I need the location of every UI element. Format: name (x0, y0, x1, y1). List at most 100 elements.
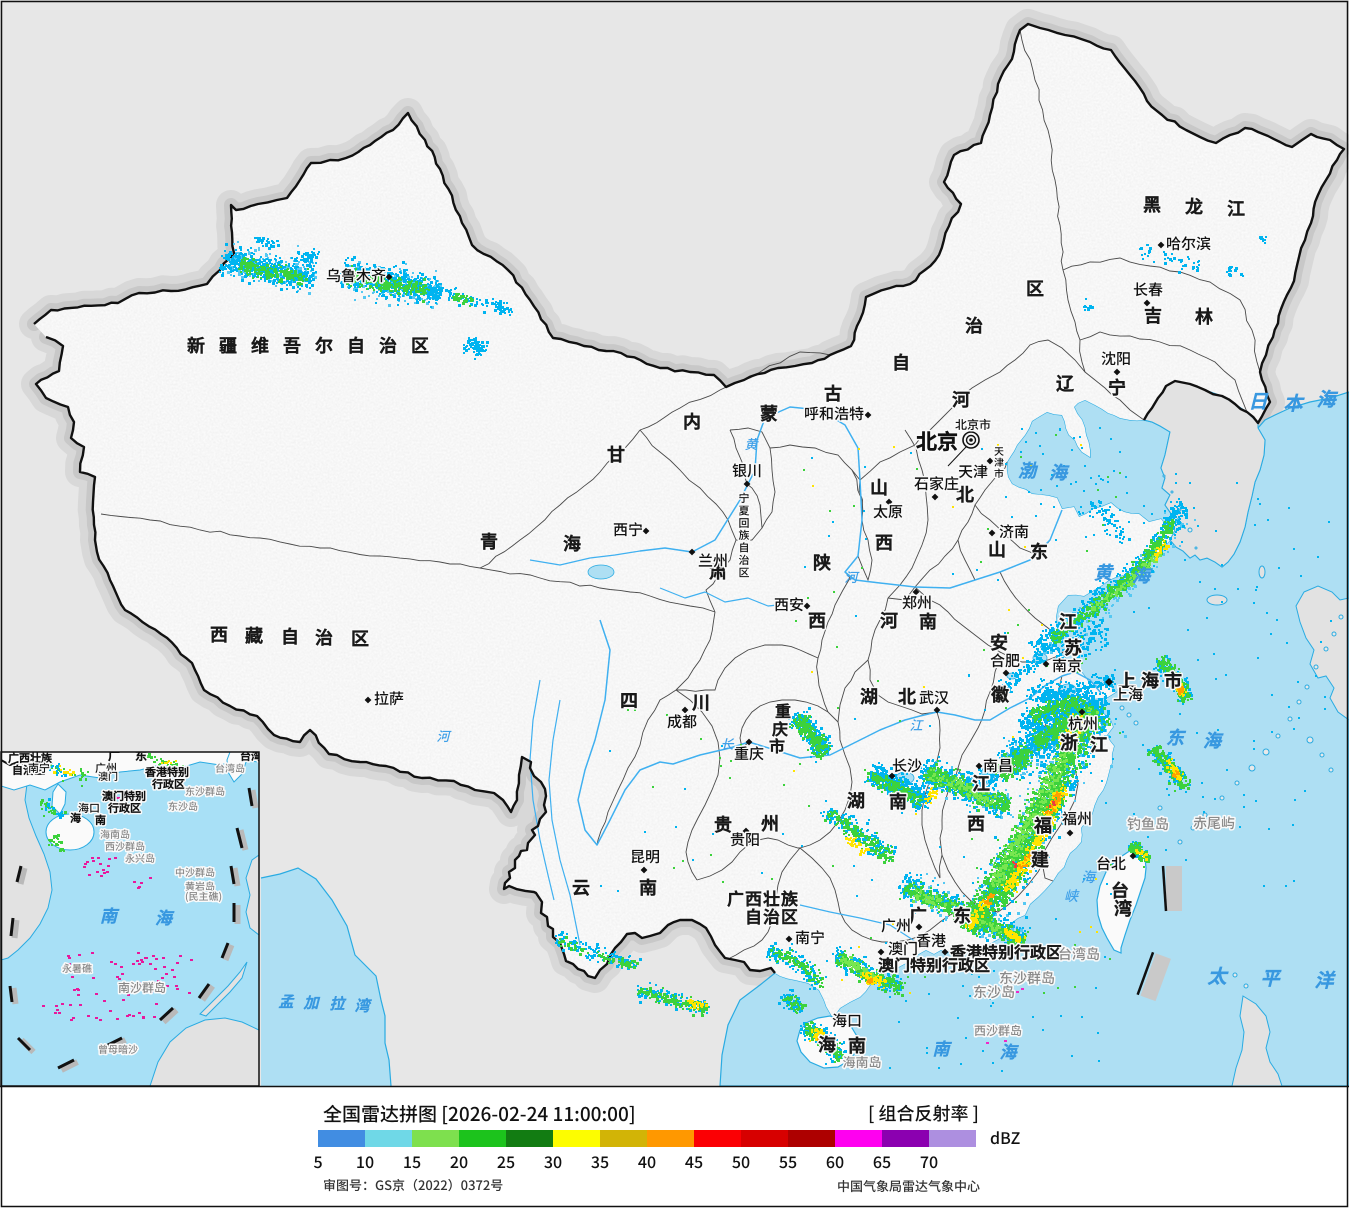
svg-text:海: 海 (1203, 727, 1224, 753)
svg-text:dBZ: dBZ (990, 1125, 1021, 1149)
svg-text:湖: 湖 (860, 683, 878, 709)
svg-text:黄: 黄 (1094, 559, 1115, 585)
svg-text:南: 南 (933, 1035, 953, 1060)
svg-text:西: 西 (967, 810, 985, 836)
svg-text:香港特别行政区: 香港特别行政区 (949, 939, 1062, 963)
svg-text:尔: 尔 (314, 332, 333, 358)
svg-text:海南岛: 海南岛 (100, 826, 130, 841)
svg-text:东: 东 (135, 747, 147, 764)
svg-text:海: 海 (1316, 385, 1338, 412)
svg-text:台湾岛: 台湾岛 (1058, 944, 1100, 964)
svg-text:甘: 甘 (607, 441, 625, 467)
svg-text:天: 天 (994, 443, 1004, 458)
svg-text:全国雷达拼图 [2026-02-24 11:00:00]: 全国雷达拼图 [2026-02-24 11:00:00] (323, 1100, 636, 1127)
svg-text:15: 15 (403, 1149, 421, 1173)
svg-text:银川: 银川 (732, 460, 762, 481)
svg-text:哈尔滨: 哈尔滨 (1166, 233, 1211, 254)
svg-text:天津: 天津 (958, 461, 988, 482)
svg-text:市: 市 (769, 733, 785, 757)
svg-text:夏: 夏 (739, 502, 750, 518)
svg-text:[ 组合反射率 ]: [ 组合反射率 ] (868, 1100, 979, 1126)
svg-text:内: 内 (683, 408, 701, 434)
svg-text:辽: 辽 (1056, 370, 1075, 396)
svg-text:新: 新 (187, 332, 205, 358)
svg-text:江: 江 (972, 770, 990, 796)
svg-text:10: 10 (356, 1149, 374, 1173)
svg-text:拉萨: 拉萨 (374, 688, 404, 709)
svg-text:澳门: 澳门 (888, 938, 918, 959)
svg-text:南沙群岛: 南沙群岛 (118, 979, 166, 996)
svg-text:钓鱼岛: 钓鱼岛 (1127, 814, 1169, 834)
svg-text:福州: 福州 (1062, 808, 1092, 829)
svg-text:拉: 拉 (329, 993, 347, 1014)
svg-text:西: 西 (210, 621, 228, 647)
svg-text:福: 福 (1033, 812, 1052, 838)
svg-text:贵: 贵 (714, 811, 732, 837)
svg-text:江: 江 (1227, 195, 1245, 221)
svg-text:北京市: 北京市 (955, 416, 991, 433)
svg-text:太: 太 (1206, 962, 1229, 989)
svg-text:5: 5 (313, 1149, 322, 1173)
svg-text:安: 安 (990, 629, 1008, 655)
svg-text:南: 南 (100, 902, 120, 927)
svg-text:本: 本 (1283, 389, 1305, 416)
svg-text:青: 青 (480, 528, 498, 554)
svg-text:山: 山 (988, 536, 1006, 562)
svg-text:行政区: 行政区 (151, 776, 185, 792)
svg-text:台: 台 (1111, 877, 1129, 903)
svg-text:徽: 徽 (990, 681, 1010, 707)
svg-text:南: 南 (919, 608, 937, 634)
svg-text:族: 族 (739, 527, 750, 543)
svg-text:南京: 南京 (1052, 655, 1082, 676)
svg-text:成都: 成都 (667, 711, 697, 732)
svg-text:20: 20 (450, 1149, 468, 1173)
svg-text:上海: 上海 (1113, 684, 1143, 705)
svg-text:治: 治 (315, 624, 333, 650)
svg-text:行政区: 行政区 (107, 800, 141, 816)
svg-text:河: 河 (879, 607, 898, 633)
svg-text:西沙群岛: 西沙群岛 (105, 838, 145, 853)
svg-text:西: 西 (808, 607, 826, 633)
svg-text:海口: 海口 (832, 1010, 862, 1031)
svg-text:65: 65 (873, 1149, 891, 1173)
svg-text:南: 南 (889, 788, 907, 814)
svg-text:江: 江 (1059, 608, 1077, 634)
svg-text:日: 日 (1248, 387, 1269, 414)
svg-text:(民主礁): (民主礁) (185, 888, 222, 903)
svg-text:昆明: 昆明 (630, 846, 660, 867)
svg-text:澳门特别: 澳门特别 (102, 788, 146, 804)
svg-text:陕: 陕 (813, 549, 832, 575)
svg-text:南宁: 南宁 (795, 927, 825, 948)
svg-text:乌鲁木齐: 乌鲁木齐 (326, 265, 386, 286)
svg-text:西: 西 (875, 529, 893, 555)
svg-text:60: 60 (826, 1149, 844, 1173)
svg-text:赤尾屿: 赤尾屿 (1193, 813, 1235, 833)
svg-text:江: 江 (909, 715, 924, 734)
svg-text:湖: 湖 (847, 787, 865, 813)
svg-text:武汉: 武汉 (919, 687, 949, 708)
svg-text:东: 东 (1166, 724, 1187, 750)
svg-text:广西壮族: 广西壮族 (727, 885, 799, 910)
svg-text:龙: 龙 (1184, 193, 1203, 219)
svg-text:澳门: 澳门 (98, 768, 118, 783)
svg-text:自: 自 (892, 349, 910, 375)
svg-text:蒙: 蒙 (760, 400, 778, 426)
svg-text:区: 区 (1026, 275, 1044, 301)
svg-text:河: 河 (844, 567, 860, 586)
svg-text:海: 海 (1000, 1038, 1020, 1063)
svg-text:55: 55 (779, 1149, 797, 1173)
svg-text:东沙群岛: 东沙群岛 (999, 968, 1055, 988)
svg-text:中沙群岛: 中沙群岛 (175, 864, 215, 879)
svg-text:南昌: 南昌 (983, 755, 1013, 776)
svg-text:宁: 宁 (1108, 374, 1126, 400)
svg-text:治: 治 (965, 312, 983, 338)
svg-text:区: 区 (351, 625, 369, 651)
svg-text:海: 海 (1081, 867, 1097, 887)
svg-text:市: 市 (994, 465, 1004, 480)
svg-text:洋: 洋 (1314, 966, 1336, 993)
svg-text:贵阳: 贵阳 (730, 829, 760, 850)
svg-text:建: 建 (1030, 846, 1050, 872)
svg-text:吉: 吉 (1144, 302, 1162, 328)
svg-text:海: 海 (818, 1031, 836, 1057)
svg-text:沈阳: 沈阳 (1101, 348, 1131, 369)
